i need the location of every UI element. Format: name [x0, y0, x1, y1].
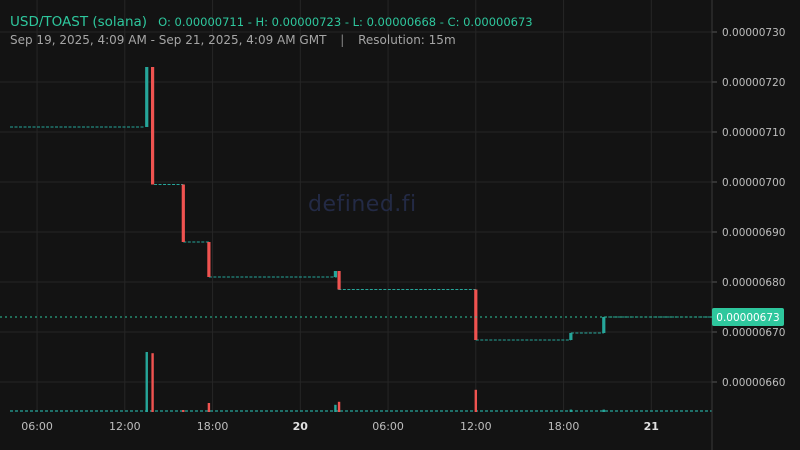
- x-tick-label: 12:00: [460, 420, 492, 433]
- candle-body: [181, 184, 185, 242]
- x-tick-label: 18:00: [548, 420, 580, 433]
- y-tick-label: 0.00000730: [722, 27, 785, 39]
- candle-body: [145, 67, 149, 127]
- volume-bar: [474, 389, 478, 412]
- candle-body: [337, 271, 341, 290]
- current-price-tag: [712, 308, 784, 326]
- x-tick-label: 06:00: [372, 420, 404, 433]
- candle-body: [602, 317, 606, 333]
- resolution-label[interactable]: Resolution: 15m: [358, 33, 456, 47]
- x-tick-label: 06:00: [21, 420, 53, 433]
- volume-bar: [337, 401, 341, 412]
- volume-bar: [151, 353, 154, 412]
- chart-subheader: Sep 19, 2025, 4:09 AM - Sep 21, 2025, 4:…: [10, 33, 456, 47]
- volume-bar: [569, 409, 573, 412]
- y-tick-label: 0.00000670: [722, 327, 785, 339]
- y-tick-label: 0.00000680: [722, 277, 785, 289]
- volume-bars: [10, 352, 712, 412]
- candles: [145, 67, 606, 340]
- price-flat-lines: [10, 126, 712, 341]
- ohlc-readout: O: 0.00000711 - H: 0.00000723 - L: 0.000…: [158, 15, 533, 29]
- y-tick-label: 0.00000660: [722, 377, 785, 389]
- date-range: Sep 19, 2025, 4:09 AM - Sep 21, 2025, 4:…: [10, 33, 327, 47]
- watermark: defined.fi: [308, 192, 417, 217]
- y-tick-label: 0.00000720: [722, 77, 785, 89]
- x-tick-label: 21: [644, 420, 659, 433]
- candle-body: [333, 271, 338, 277]
- candle-body: [474, 289, 478, 340]
- current-price-label: 0.00000673: [716, 312, 779, 324]
- separator: |: [340, 33, 345, 47]
- y-tick-label: 0.00000710: [722, 127, 785, 139]
- y-tick-label: 0.00000690: [722, 227, 785, 239]
- volume-bar: [334, 404, 337, 412]
- volume-bar: [207, 403, 211, 412]
- grid-lines: [0, 0, 712, 412]
- x-tick-label: 18:00: [197, 420, 229, 433]
- volume-bar: [145, 352, 148, 412]
- volume-bar: [182, 410, 185, 412]
- x-tick-label: 20: [293, 420, 309, 433]
- candle-body: [569, 333, 573, 340]
- chart-header: USD/TOAST (solana) O: 0.00000711 - H: 0.…: [10, 11, 533, 30]
- candle-body: [150, 67, 155, 185]
- x-tick-label: 12:00: [109, 420, 141, 433]
- pair-title: USD/TOAST (solana): [10, 14, 148, 30]
- y-tick-label: 0.00000700: [722, 177, 785, 189]
- volume-bar: [602, 409, 605, 412]
- candle-body: [207, 242, 211, 277]
